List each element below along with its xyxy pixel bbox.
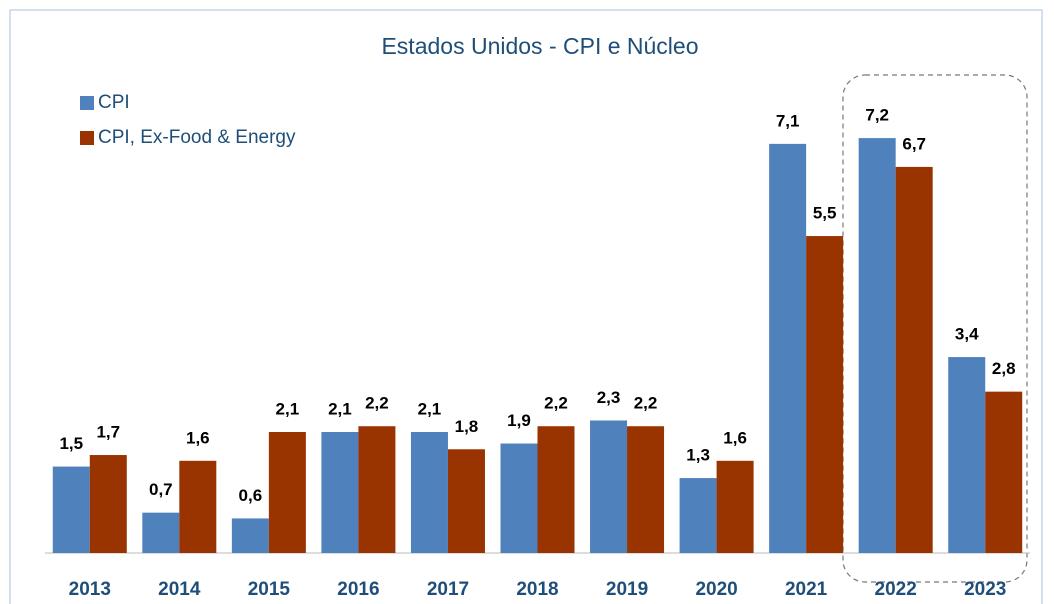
value-label: 1,6 — [723, 428, 747, 447]
value-label: 1,5 — [59, 434, 83, 453]
value-label: 1,8 — [455, 417, 479, 436]
bar — [321, 431, 359, 553]
bar — [231, 518, 269, 553]
frame — [9, 9, 1043, 604]
x-tick-label: 2018 — [516, 579, 558, 600]
value-label: 3,4 — [955, 325, 979, 344]
bar — [447, 449, 485, 553]
value-label: 6,7 — [902, 134, 926, 153]
value-label: 5,5 — [813, 204, 837, 223]
value-label: 0,7 — [149, 480, 173, 499]
bar — [268, 431, 306, 553]
bar — [590, 420, 628, 553]
value-label: 2,1 — [418, 399, 442, 418]
bar — [89, 455, 127, 553]
x-tick-label: 2021 — [785, 579, 828, 600]
bar — [769, 143, 807, 554]
value-label: 2,2 — [634, 394, 658, 413]
chart-title: Estados Unidos - CPI e Núcleo — [381, 33, 698, 59]
highlight-box — [842, 74, 1028, 583]
legend-label: CPI, Ex-Food & Energy — [98, 127, 296, 148]
bar — [716, 460, 754, 553]
x-tick-label: 2014 — [158, 579, 201, 600]
bar — [679, 478, 717, 553]
bar — [806, 236, 844, 553]
x-tick-label: 2015 — [248, 579, 291, 600]
bar — [627, 426, 665, 553]
bar — [500, 443, 538, 553]
value-label: 7,1 — [776, 111, 800, 130]
value-label: 2,2 — [544, 394, 568, 413]
legend-swatch — [80, 96, 94, 110]
bar — [858, 138, 896, 553]
bar — [179, 460, 217, 553]
legend-label: CPI — [98, 92, 130, 113]
x-tick-label: 2013 — [69, 579, 111, 600]
x-tick-label: 2020 — [695, 579, 737, 600]
bar — [52, 466, 90, 553]
legend-swatch — [80, 131, 94, 145]
value-label: 2,1 — [276, 399, 300, 418]
value-label: 2,8 — [992, 359, 1016, 378]
value-label: 1,6 — [186, 428, 210, 447]
bar — [985, 391, 1023, 553]
x-tick-label: 2019 — [606, 579, 648, 600]
bar — [410, 431, 448, 553]
value-label: 1,7 — [96, 423, 120, 442]
bar — [537, 426, 575, 553]
x-tick-label: 2017 — [427, 579, 469, 600]
x-tick-label: 2023 — [964, 579, 1006, 600]
bar — [895, 166, 933, 553]
bar — [358, 426, 396, 553]
bar — [948, 357, 986, 553]
value-label: 1,9 — [507, 411, 531, 430]
bar — [142, 512, 180, 553]
value-label: 2,2 — [365, 394, 389, 413]
value-label: 7,2 — [865, 106, 889, 125]
x-tick-label: 2022 — [875, 579, 917, 600]
value-label: 2,3 — [597, 388, 621, 407]
value-label: 0,6 — [239, 486, 263, 505]
value-label: 1,3 — [686, 446, 710, 465]
value-label: 2,1 — [328, 399, 352, 418]
x-tick-label: 2016 — [337, 579, 379, 600]
